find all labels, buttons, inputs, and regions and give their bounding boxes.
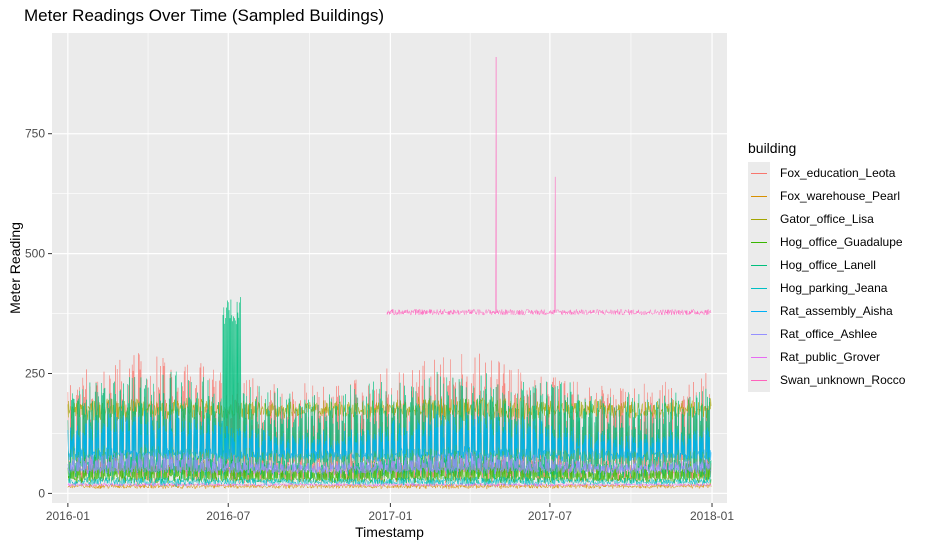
series-line-rat-office-ashlee xyxy=(67,450,712,475)
legend-label: Gator_office_Lisa xyxy=(780,212,874,226)
legend-swatch xyxy=(751,265,767,266)
y-tick-label: 0 xyxy=(38,486,45,500)
legend-label: Rat_public_Grover xyxy=(780,350,881,364)
series-line-rat-assembly-aisha xyxy=(67,410,712,463)
legend-key xyxy=(748,231,770,254)
legend-swatch xyxy=(751,357,767,358)
x-axis-title: Timestamp xyxy=(355,524,424,540)
axis-layer: 2016-01 2016-07 2017-01 2017-07 2018-01 0 250 5… xyxy=(25,127,734,523)
x-tick-label: 2017-01 xyxy=(368,509,412,523)
legend-label: Fox_education_Leota xyxy=(780,166,896,180)
legend-item: Rat_public_Grover xyxy=(748,346,880,369)
legend-item: Fox_warehouse_Pearl xyxy=(748,185,900,208)
legend-key xyxy=(748,277,770,300)
legend-key xyxy=(748,323,770,346)
legend-label: Rat_assembly_Aisha xyxy=(780,304,893,318)
legend-swatch xyxy=(751,196,767,197)
legend-item: Hog_office_Lanell xyxy=(748,254,876,277)
series-line-rat-public-grover xyxy=(67,482,712,488)
series-line-hog-parking-jeana xyxy=(67,475,712,487)
legend-item: Rat_office_Ashlee xyxy=(748,323,877,346)
legend-key xyxy=(748,346,770,369)
chart-title: Meter Readings Over Time (Sampled Buildi… xyxy=(24,6,384,25)
legend-label: Fox_warehouse_Pearl xyxy=(780,189,901,203)
legend-key xyxy=(748,208,770,231)
y-axis-title: Meter Reading xyxy=(7,222,23,314)
legend-title: building xyxy=(748,140,797,156)
y-tick-label: 750 xyxy=(25,127,45,141)
legend-item: Hog_parking_Jeana xyxy=(748,277,887,300)
legend-item: Hog_office_Guadalupe xyxy=(748,231,903,254)
y-tick-label: 250 xyxy=(25,367,45,381)
legend-swatch xyxy=(751,242,767,243)
y-tick-label: 500 xyxy=(25,247,45,261)
legend-key xyxy=(748,162,770,185)
legend-key xyxy=(748,300,770,323)
legend-label: Hog_office_Guadalupe xyxy=(780,235,903,249)
legend-swatch xyxy=(751,380,767,381)
legend-item: Gator_office_Lisa xyxy=(748,208,874,231)
legend-label: Hog_office_Lanell xyxy=(780,258,876,272)
legend-swatch xyxy=(751,219,767,220)
series-layer xyxy=(67,56,712,490)
legend-swatch xyxy=(751,334,767,335)
series-line-swan-unknown-rocco xyxy=(386,56,712,316)
legend-swatch xyxy=(751,173,767,174)
legend-item: Fox_education_Leota xyxy=(748,162,895,185)
legend-item: Rat_assembly_Aisha xyxy=(748,300,893,323)
legend-label: Hog_parking_Jeana xyxy=(780,281,888,295)
x-tick-label: 2017-07 xyxy=(528,509,572,523)
legend-items: Fox_education_Leota Fox_warehouse_Pearl Ga… xyxy=(748,162,905,392)
legend-label: Swan_unknown_Rocco xyxy=(780,373,906,387)
legend-key xyxy=(748,254,770,277)
legend-key xyxy=(748,185,770,208)
x-tick-label: 2016-07 xyxy=(206,509,250,523)
x-tick-label: 2018-01 xyxy=(690,509,734,523)
x-tick-label: 2016-01 xyxy=(46,509,90,523)
legend-key xyxy=(748,369,770,392)
legend: building Fox_education_Leota Fox_warehous… xyxy=(748,140,918,392)
legend-item: Swan_unknown_Rocco xyxy=(748,369,905,392)
legend-swatch xyxy=(751,311,767,312)
legend-label: Rat_office_Ashlee xyxy=(780,327,878,341)
legend-swatch xyxy=(751,288,767,289)
